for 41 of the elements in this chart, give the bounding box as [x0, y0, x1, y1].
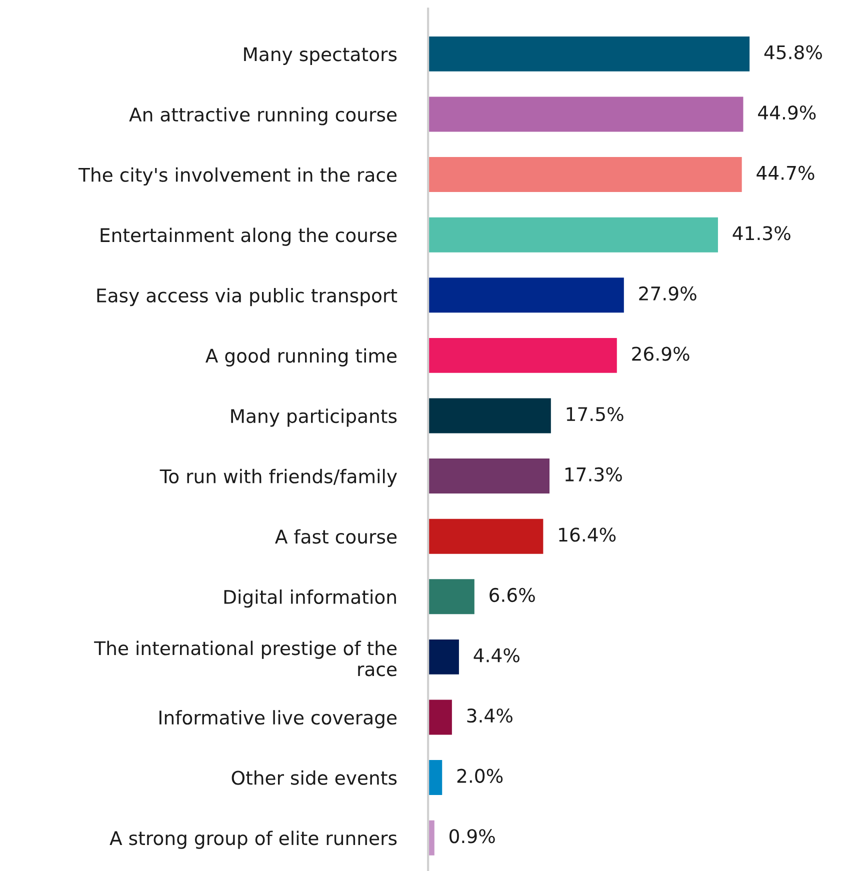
y-tick-label: Other side events: [232, 770, 397, 785]
y-tick-label: Informative live coverage: [160, 710, 397, 728]
data-label: 2.0%: [457, 768, 503, 783]
bar: [428, 96, 744, 132]
bar: [428, 278, 624, 313]
data-label: 44.9%: [758, 105, 816, 120]
data-label: 26.9%: [632, 346, 690, 361]
y-tick-label: An attractive running course: [129, 107, 397, 126]
data-label: 17.5%: [566, 406, 624, 422]
data-label: 41.3%: [732, 226, 790, 240]
data-label: 44.7%: [756, 166, 814, 180]
bar: [428, 518, 544, 554]
data-label: 45.8%: [764, 45, 822, 60]
bar: [428, 760, 442, 796]
bar: [428, 157, 742, 192]
data-label: 0.9%: [450, 829, 495, 844]
bar: [428, 36, 750, 72]
y-tick-label: The international prestige of the race: [94, 640, 397, 676]
bar: [428, 639, 459, 674]
y-tick-label: Many participants: [231, 408, 397, 427]
data-label: 27.9%: [639, 286, 696, 301]
y-tick-label: A fast course: [275, 529, 397, 544]
y-tick-label: Easy access via public transport: [97, 288, 398, 306]
y-tick-label: Many spectators: [244, 47, 397, 65]
bar: [428, 458, 550, 494]
y-tick-label: Entertainment along the course: [100, 228, 397, 246]
data-label: 16.4%: [559, 528, 616, 542]
bar: [428, 217, 718, 252]
y-tick-label: To run with friends/family: [160, 468, 397, 488]
y-tick-label: A good running time: [206, 348, 397, 366]
bar: [428, 338, 617, 373]
bar: [428, 398, 551, 434]
data-label: 3.4%: [467, 708, 512, 723]
bar: [428, 579, 474, 614]
data-label: 6.6%: [490, 588, 535, 602]
y-tick-label: A strong group of elite runners: [110, 830, 397, 849]
data-label: 17.3%: [565, 467, 622, 482]
y-tick-label: Digital information: [224, 590, 396, 608]
data-label: 4.4%: [474, 648, 520, 662]
bar: [428, 700, 452, 735]
y-tick-label: The city's involvement in the race: [78, 167, 397, 186]
